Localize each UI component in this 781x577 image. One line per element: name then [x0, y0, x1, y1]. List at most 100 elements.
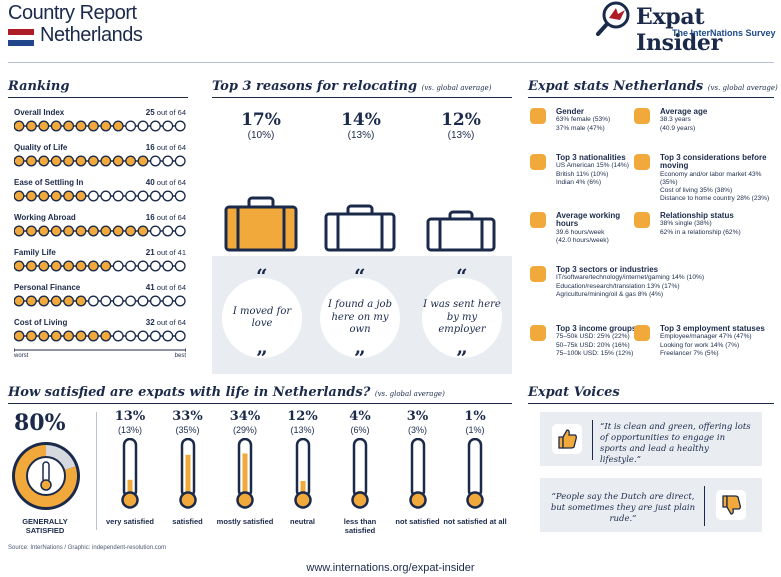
satisfaction-column: 33% (35%): [158, 410, 218, 435]
voice-positive-rule: [592, 420, 593, 460]
ranking-dot-empty: [162, 260, 174, 272]
calendar-icon: [634, 108, 650, 124]
ranking-dot-empty: [125, 120, 137, 132]
stat-line: (42.0 hours/week): [556, 237, 609, 245]
ranking-dot-filled: [50, 120, 62, 132]
ranking-dot-filled: [50, 260, 62, 272]
ranking-dot-empty: [137, 260, 149, 272]
ranking-row-label: Working Abroad: [14, 213, 76, 222]
briefcase-icon: [634, 325, 650, 341]
ranking-dot-filled: [50, 155, 62, 167]
satisfaction-divider: [8, 403, 512, 404]
stats-note: (vs. global average): [707, 84, 778, 92]
reason-2-quote: I found a job here on my own: [320, 278, 400, 358]
ranking-dot-empty: [174, 120, 186, 132]
stat-line: Employee/manager 47% (47%): [660, 333, 752, 341]
stats-title: Expat stats Netherlands (vs. global aver…: [528, 79, 778, 94]
ranking-out-of: out of: [156, 108, 176, 117]
thermometer-icon: [351, 438, 369, 509]
stat-line: Economy and/or labor market 43% (35%): [660, 170, 762, 187]
satisfaction-avg: (29%): [232, 425, 257, 435]
ranking-dot-filled: [63, 330, 75, 342]
stat-line: 50–75k USD: 20% (16%): [556, 341, 630, 349]
satisfaction-note: (vs. global average): [374, 390, 445, 398]
satisfaction-label: less than satisfied: [343, 517, 377, 535]
ranking-dot-filled: [63, 295, 75, 307]
satisfied-total-pct: 80%: [14, 410, 66, 436]
reason-1: 17% (10%): [216, 110, 306, 141]
satisfaction-pct: 34%: [229, 409, 261, 424]
stat-line: 37% male (47%): [556, 124, 605, 132]
stat-heading: Top 3 nationalities: [556, 153, 626, 162]
thermometer-bulb: [293, 491, 312, 509]
close-quote-icon: ”: [456, 346, 468, 370]
ranking-dot-filled: [50, 225, 62, 237]
brand-subtitle: The InterNations Survey: [672, 28, 776, 38]
ranking-dot-filled: [100, 225, 112, 237]
satisfaction-avg: (13%): [117, 425, 142, 435]
ranking-total: 64: [177, 108, 186, 117]
stat-item: Top 3 considerations before moving Econom…: [634, 153, 774, 204]
ranking-dot-filled: [75, 330, 87, 342]
ranking-total: 64: [177, 213, 186, 222]
ranking-row-value: 16 out of 64: [146, 213, 186, 222]
stat-item: Top 3 income groups 75–50k USD: 25% (22%)…: [530, 324, 670, 358]
stat-item: Top 3 nationalities US American 15% (14%)…: [530, 153, 630, 187]
ranking-dot-empty: [112, 260, 124, 272]
ranking-out-of: out of: [156, 143, 176, 152]
ranking-row-value: 41 out of 64: [146, 283, 186, 292]
ranking-dot-filled: [87, 225, 99, 237]
voice-negative-rule: [704, 486, 705, 526]
ranking-total: 64: [177, 318, 186, 327]
ranking-dot-filled: [75, 190, 87, 202]
ranking-dot-filled: [87, 155, 99, 167]
ranking-dot-empty: [137, 330, 149, 342]
satisfaction-label: very satisfied: [106, 517, 154, 526]
ranking-dot-empty: [125, 190, 137, 202]
ranking-dot-filled: [100, 120, 112, 132]
ranking-row-label: Cost of Living: [14, 318, 68, 327]
stat-line: Indian 4% (6%): [556, 178, 602, 186]
thermometer-icon: [466, 438, 484, 509]
ranking-rank: 41: [145, 283, 155, 292]
thermometer-fill: [185, 454, 190, 497]
ranking-dot-empty: [149, 330, 161, 342]
thermometer-icon: [178, 438, 197, 509]
ranking-dot-filled: [100, 155, 112, 167]
ranking-dot-empty: [162, 155, 174, 167]
ranking-total: 64: [177, 143, 186, 152]
footer-url[interactable]: www.internations.org/expat-insider: [306, 562, 475, 574]
ranking-row: Working Abroad 16 out of 64: [14, 213, 186, 249]
satisfaction-column: 12% (13%): [273, 410, 333, 435]
suitcase-orange-icon: [224, 196, 298, 252]
ranking-out-of: out of: [156, 178, 176, 187]
ranking-row: Ease of Settling In 40 out of 64: [14, 178, 186, 214]
reasons-divider: [212, 97, 512, 98]
ranking-dot-filled: [14, 120, 25, 132]
stat-line: Agriculture/mining/oil & gas 8% (4%): [556, 290, 664, 298]
ranking-dot-empty: [125, 295, 137, 307]
stat-item: Top 3 sectors or industries IT/software/t…: [530, 265, 770, 299]
ranking-dot-empty: [174, 190, 186, 202]
ranking-dot-filled: [125, 225, 137, 237]
satisfaction-separator: [96, 412, 97, 530]
stat-line: British 11% (10%): [556, 170, 609, 178]
ranking-dot-filled: [87, 260, 99, 272]
reason-2-pct: 14%: [341, 110, 381, 130]
reason-1-avg: (10%): [247, 130, 275, 141]
suitcase-white-icon: [324, 204, 396, 252]
ranking-dot-empty: [125, 260, 137, 272]
stat-heading: Relationship status: [660, 211, 734, 220]
ranking-dots: [14, 225, 186, 237]
ranking-dot-filled: [25, 225, 37, 237]
satisfied-total-label: GENERALLY SATISFIED: [22, 517, 68, 535]
satisfaction-label: satisfied: [172, 517, 203, 526]
open-quote-icon: “: [256, 264, 268, 288]
ranking-dot-filled: [50, 190, 62, 202]
satisfaction-avg: (6%): [350, 425, 370, 435]
stat-item: Top 3 employment statuses Employee/manage…: [634, 324, 774, 358]
reason-1-pct: 17%: [241, 110, 281, 130]
ranking-dot-empty: [162, 120, 174, 132]
reason-3-avg: (13%): [447, 130, 475, 141]
voice-negative-quote: “People say the Dutch are direct, but so…: [550, 492, 696, 525]
